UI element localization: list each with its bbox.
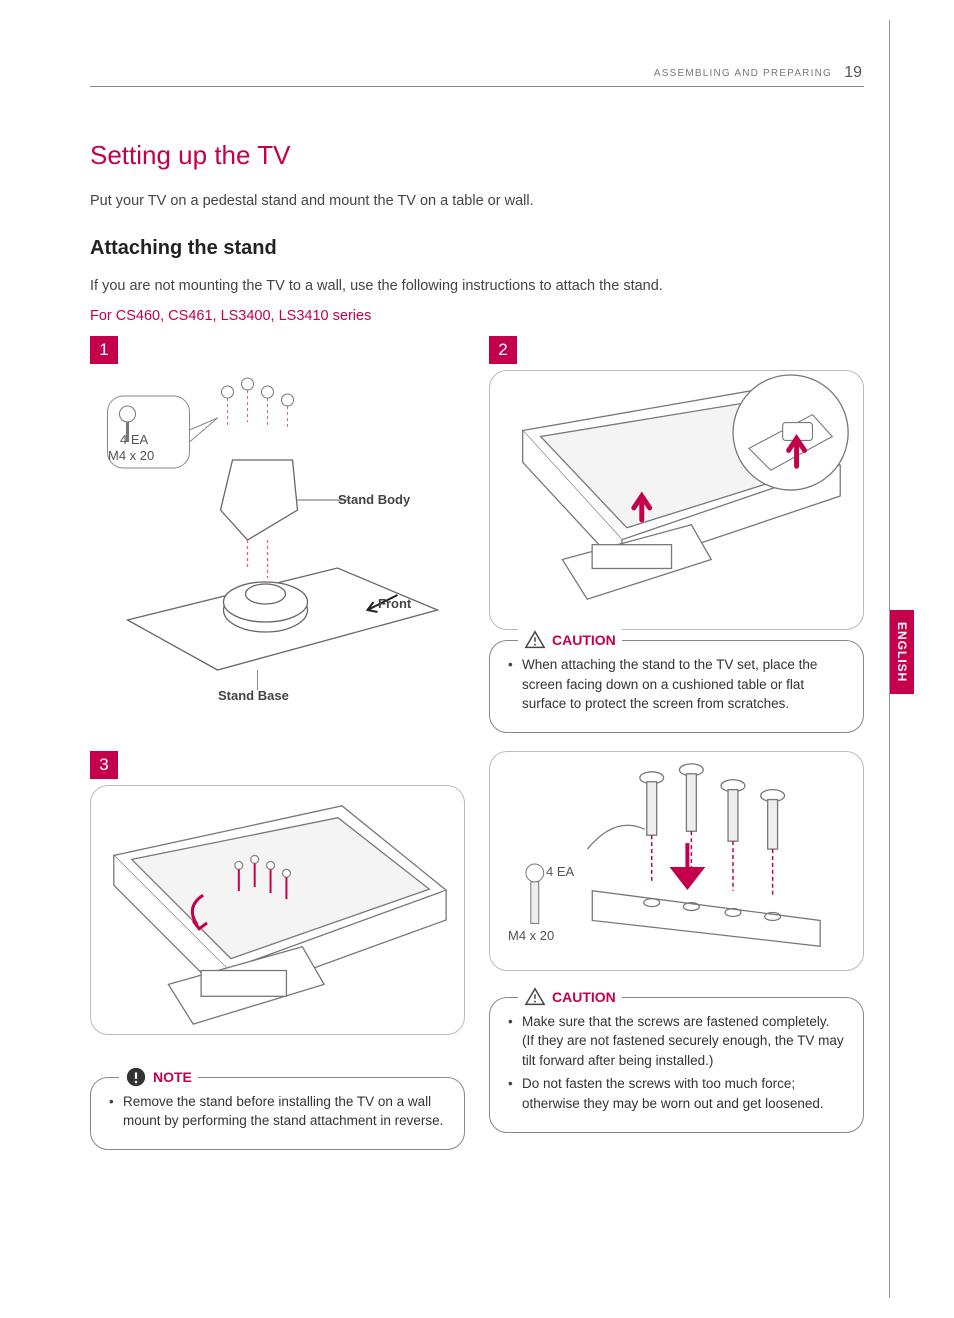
stand-body-label: Stand Body	[338, 492, 410, 507]
section-label: ASSEMBLING AND PREPARING	[654, 68, 832, 79]
subtitle: Attaching the stand	[90, 237, 864, 260]
step-badge-1: 1	[90, 336, 118, 364]
step-1-svg	[90, 370, 465, 700]
caution-1-item: When attaching the stand to the TV set, …	[508, 655, 845, 714]
front-label: Front	[378, 596, 411, 611]
step-3-cell: 3	[90, 751, 465, 1150]
screw-spec-2: M4 x 20	[508, 928, 554, 944]
caution-icon	[524, 629, 546, 651]
intro-text: Put your TV on a pedestal stand and moun…	[90, 193, 864, 209]
note-item: Remove the stand before installing the T…	[109, 1092, 446, 1131]
caution-1-title: CAUTION	[518, 629, 622, 651]
step-1-diagram: 4 EA M4 x 20 Stand Body Front Stand Base	[90, 370, 465, 700]
step-2-cell: 2	[489, 336, 864, 733]
note-box: NOTE Remove the stand before installing …	[90, 1077, 465, 1150]
note-label: NOTE	[153, 1067, 192, 1087]
page-number: 19	[844, 64, 862, 82]
step-badge-2: 2	[489, 336, 517, 364]
body-text: If you are not mounting the TV to a wall…	[90, 278, 864, 294]
caution-1-label: CAUTION	[552, 630, 616, 650]
caution-2-item-2: Do not fasten the screws with too much f…	[508, 1074, 845, 1113]
series-text: For CS460, CS461, LS3400, LS3410 series	[90, 308, 864, 324]
step-3-svg	[91, 786, 464, 1034]
step-2-diagram	[489, 370, 864, 630]
screw-qty-2: 4 EA	[546, 864, 574, 880]
language-tab: ENGLISH	[890, 610, 914, 694]
caution-1-box: CAUTION When attaching the stand to the …	[489, 640, 864, 733]
header-rule	[90, 86, 864, 87]
caution-icon	[524, 986, 546, 1008]
screw-detail-diagram: 4 EA M4 x 20	[489, 751, 864, 971]
step-3-diagram	[90, 785, 465, 1035]
note-title: NOTE	[119, 1066, 198, 1088]
note-icon	[125, 1066, 147, 1088]
caution-2-title: CAUTION	[518, 986, 622, 1008]
step-2-svg	[490, 371, 863, 629]
note-list: Remove the stand before installing the T…	[109, 1092, 446, 1131]
caution-2-list: Make sure that the screws are fastened c…	[508, 1012, 845, 1114]
page-title: Setting up the TV	[90, 140, 864, 171]
caution-2-label: CAUTION	[552, 987, 616, 1007]
caution-2-box: CAUTION Make sure that the screws are fa…	[489, 997, 864, 1133]
step-badge-3: 3	[90, 751, 118, 779]
step-1-cell: 1	[90, 336, 465, 733]
caution-2-item-1: Make sure that the screws are fastened c…	[508, 1012, 845, 1071]
step-grid: 1	[90, 336, 864, 1150]
caution-1-list: When attaching the stand to the TV set, …	[508, 655, 845, 714]
stand-base-label: Stand Base	[218, 688, 289, 703]
right-bottom-cell: 4 EA M4 x 20 CAUTION Make sure that the …	[489, 751, 864, 1150]
screw-spec-1: M4 x 20	[108, 448, 154, 464]
screw-qty-1: 4 EA	[120, 432, 148, 448]
